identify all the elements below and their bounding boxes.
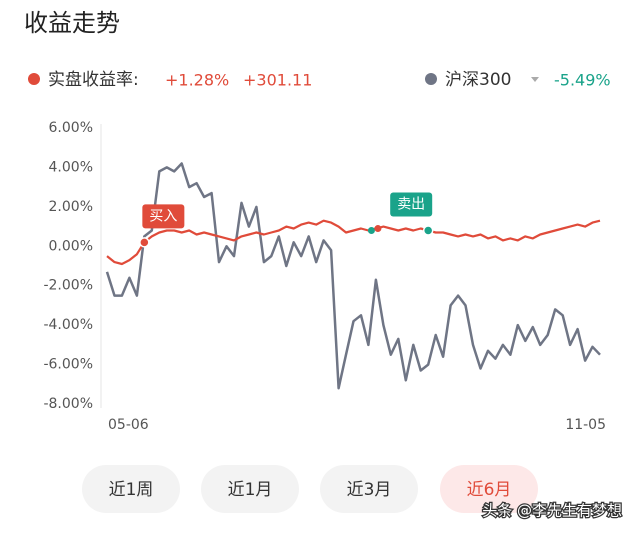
annotation-text: 买入 <box>149 208 177 224</box>
page-title: 收益走势 <box>24 9 120 37</box>
trade-dot <box>367 227 375 235</box>
legend-value: +301.11 <box>243 71 312 90</box>
period-button-label[interactable]: 近3月 <box>347 480 392 500</box>
legend-dot <box>425 73 437 85</box>
annotation-box <box>390 192 433 217</box>
line-series <box>106 219 601 266</box>
y-tick-label: -6.00% <box>43 357 93 373</box>
y-tick-label: -2.00% <box>43 278 93 294</box>
period-button[interactable] <box>82 465 180 513</box>
legend-label: 沪深300 <box>445 70 511 90</box>
annotation-box <box>142 204 185 229</box>
annotation-text: 卖出 <box>397 197 425 213</box>
trade-dot <box>422 225 434 236</box>
y-tick-label: -4.00% <box>43 317 93 333</box>
dropdown-arrow[interactable] <box>531 77 539 82</box>
period-button[interactable] <box>201 465 299 513</box>
y-tick-label: -8.00% <box>43 396 93 412</box>
y-tick-label: 2.00% <box>49 199 93 215</box>
y-tick-label: 4.00% <box>49 159 93 175</box>
period-button[interactable] <box>440 465 538 513</box>
watermark: 头条 @李先生有梦想 <box>482 502 622 520</box>
line-series <box>105 162 601 390</box>
period-button[interactable] <box>320 465 418 513</box>
legend-value: +1.28% <box>165 71 229 90</box>
period-button-label[interactable]: 近1月 <box>228 480 273 500</box>
legend-dot <box>28 73 40 85</box>
x-tick-label: 11-05 <box>565 417 606 433</box>
period-button-label[interactable]: 近6月 <box>467 480 512 500</box>
x-tick-label: 05-06 <box>108 417 149 433</box>
y-tick-label: 6.00% <box>49 120 93 136</box>
trade-dot <box>374 225 382 233</box>
legend-label: 实盘收益率: <box>48 70 139 90</box>
y-tick-label: 0.00% <box>49 238 93 254</box>
period-button-label[interactable]: 近1周 <box>109 480 154 500</box>
trade-dot <box>139 237 150 248</box>
legend-value: -5.49% <box>554 71 611 90</box>
